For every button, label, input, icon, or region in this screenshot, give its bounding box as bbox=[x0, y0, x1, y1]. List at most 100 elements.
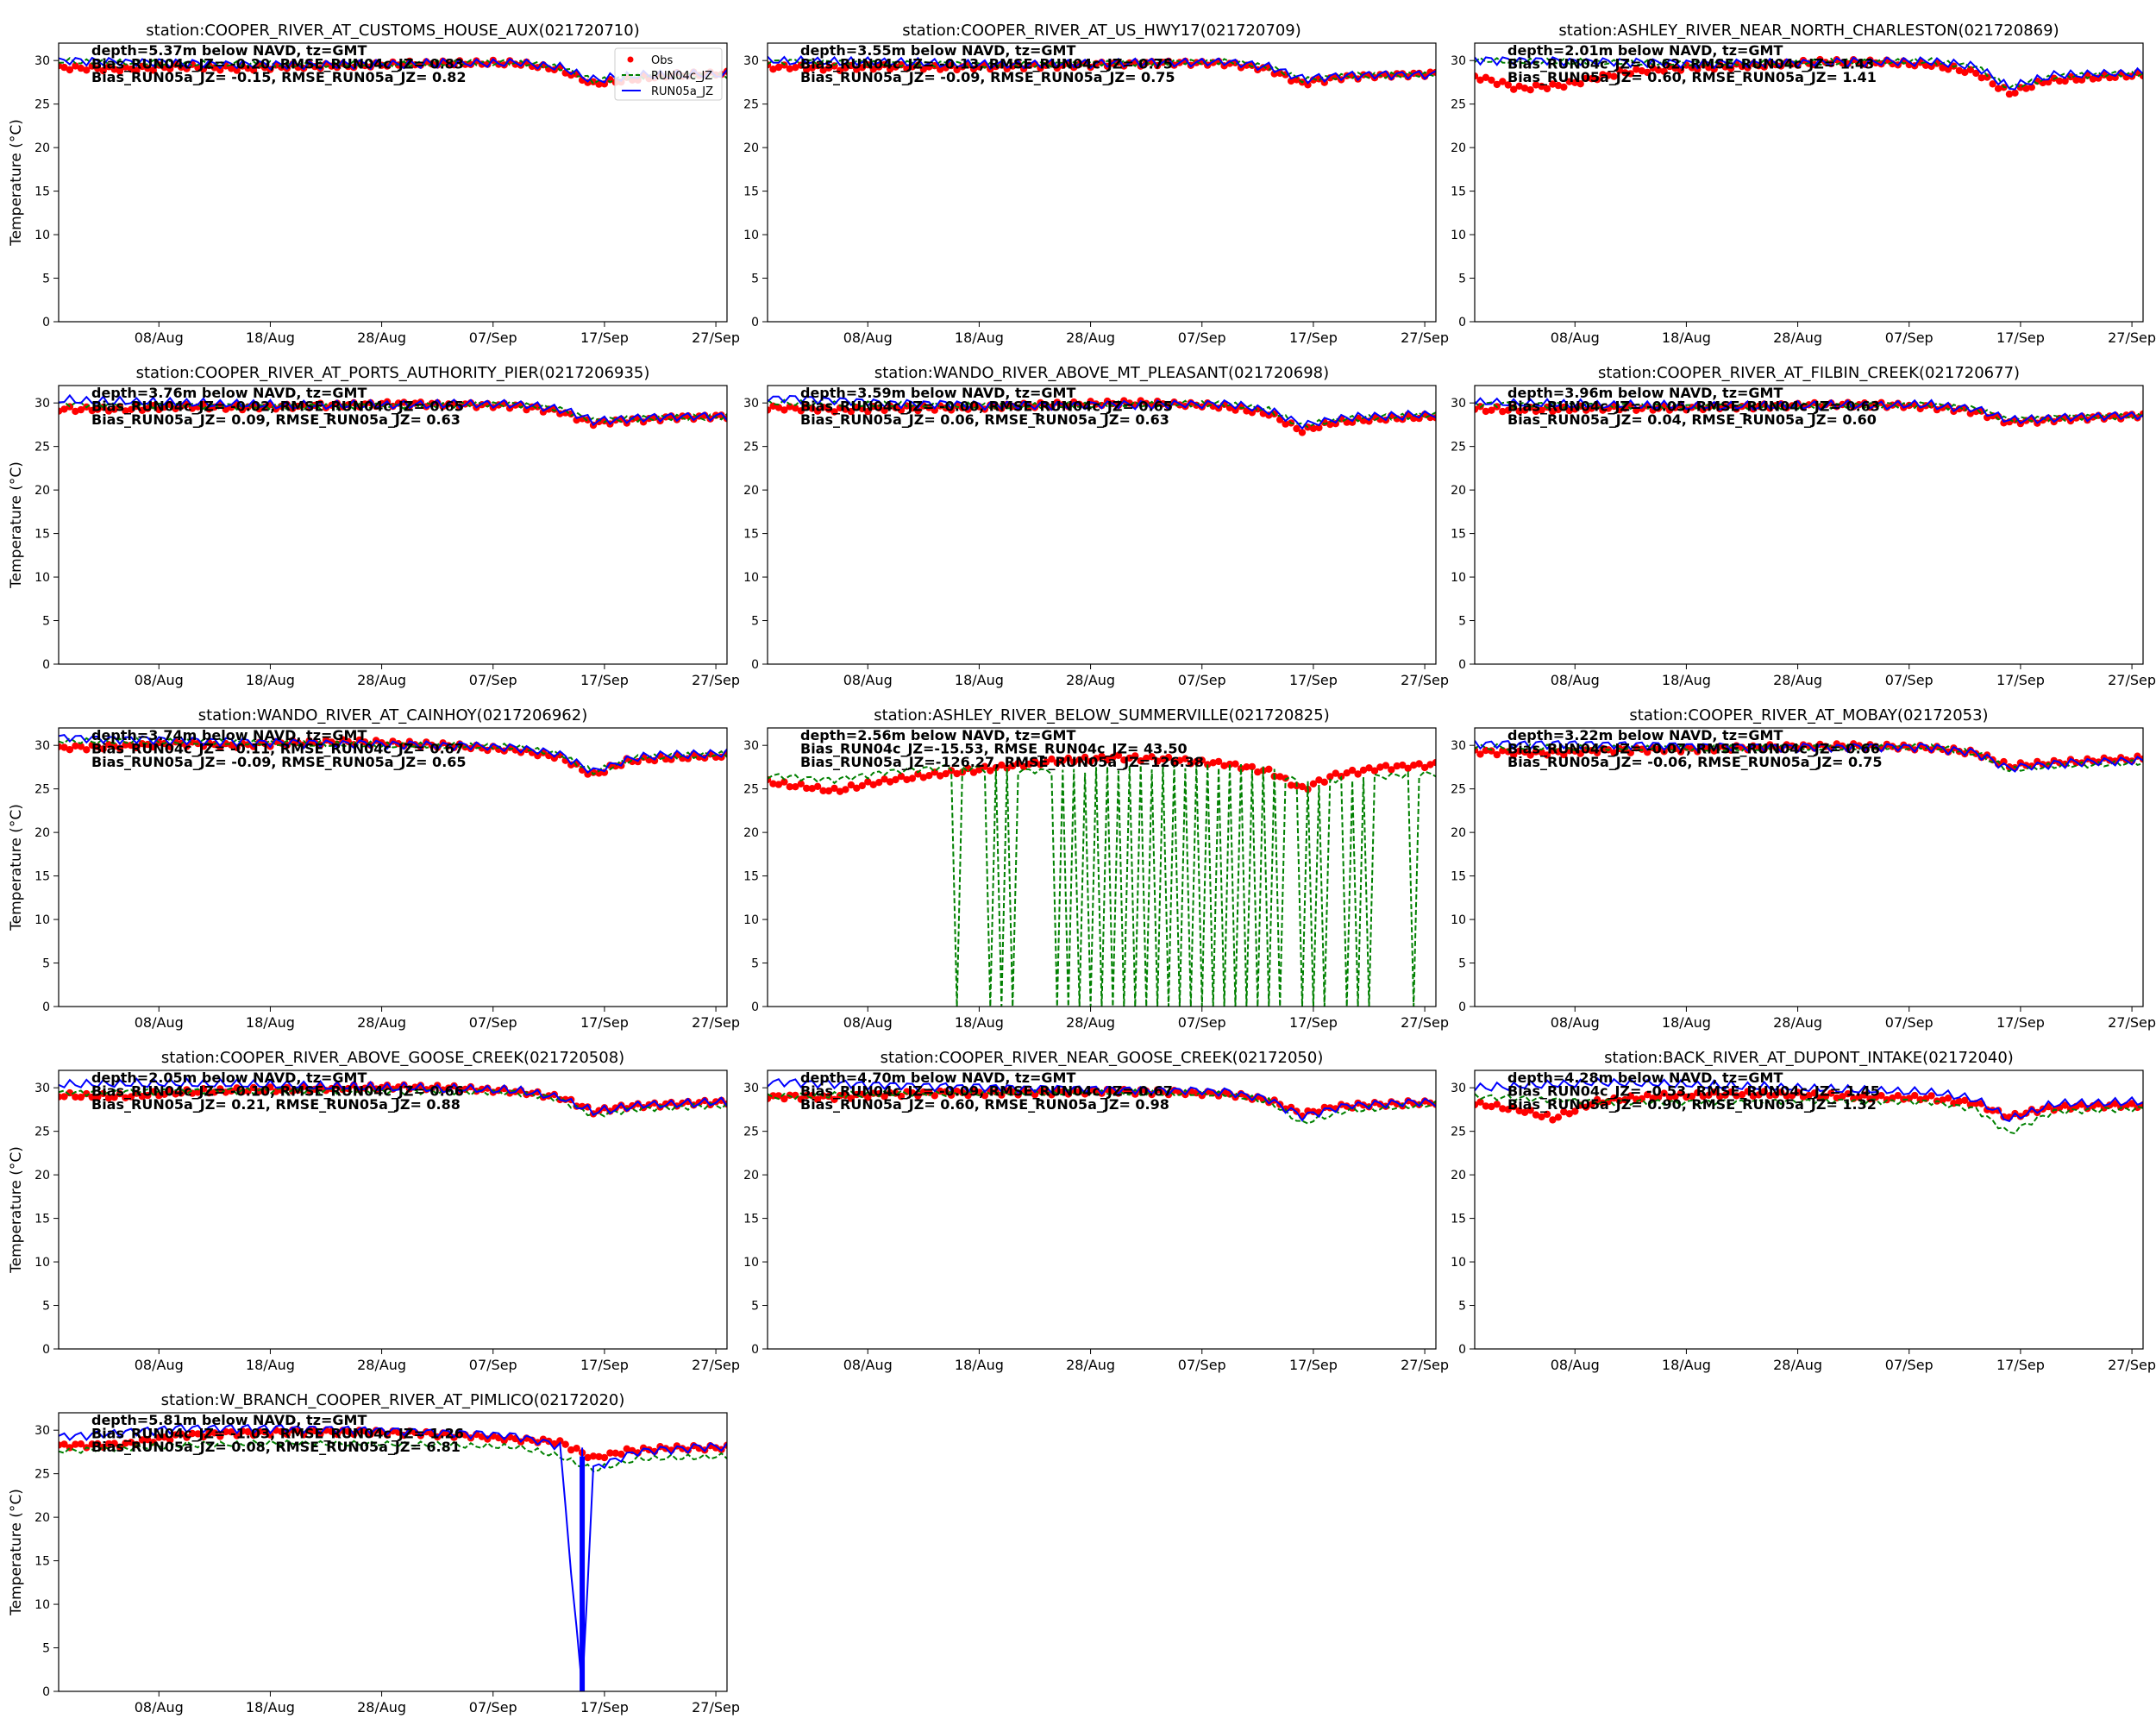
run04c-line bbox=[59, 737, 727, 776]
obs-point bbox=[534, 1439, 542, 1446]
y-tick-label: 25 bbox=[1451, 783, 1466, 797]
subplot-title: station:ASHLEY_RIVER_NEAR_NORTH_CHARLEST… bbox=[1558, 22, 2059, 40]
obs-point bbox=[72, 1440, 79, 1448]
obs-point bbox=[1961, 1096, 1969, 1105]
obs-point bbox=[1615, 66, 1624, 74]
obs-point bbox=[1972, 69, 1980, 78]
obs-point bbox=[116, 1089, 124, 1098]
obs-point bbox=[1799, 1093, 1808, 1101]
obs-point bbox=[160, 1433, 168, 1441]
obs-point bbox=[1615, 405, 1624, 414]
obs-point bbox=[864, 1094, 872, 1101]
y-tick-label: 10 bbox=[34, 229, 50, 242]
obs-point bbox=[1984, 73, 1991, 81]
obs-point bbox=[1059, 756, 1067, 765]
obs-point bbox=[1644, 1091, 1651, 1099]
obs-point bbox=[1376, 763, 1384, 771]
y-tick-label: 25 bbox=[34, 98, 50, 112]
obs-point bbox=[260, 1087, 269, 1095]
obs-point bbox=[1009, 1088, 1017, 1096]
obs-point bbox=[1037, 761, 1044, 768]
obs-point bbox=[72, 407, 79, 416]
stats-annotation: Bias_RUN04c_JZ= 0.62, RMSE_RUN04c_JZ= 1.… bbox=[1507, 56, 1874, 72]
obs-point bbox=[1588, 75, 1595, 83]
obs-point bbox=[1839, 1093, 1846, 1101]
obs-point bbox=[584, 770, 592, 778]
obs-point bbox=[881, 775, 888, 783]
obs-point bbox=[1844, 1090, 1852, 1098]
obs-point bbox=[2055, 77, 2064, 85]
obs-point bbox=[199, 1085, 208, 1093]
obs-point bbox=[853, 66, 861, 73]
obs-point bbox=[1583, 1103, 1590, 1111]
obs-point bbox=[528, 1436, 536, 1445]
obs-point bbox=[1777, 400, 1785, 408]
obs-point bbox=[903, 65, 911, 72]
obs-point bbox=[897, 61, 906, 69]
obs-point bbox=[116, 1443, 124, 1452]
x-tick-label: 07/Sep bbox=[469, 1357, 517, 1373]
obs-point bbox=[1087, 757, 1094, 765]
stats-annotation: Bias_RUN04c_JZ= -0.20, RMSE_RUN04c_JZ= 0… bbox=[91, 56, 464, 72]
obs-point bbox=[903, 775, 911, 784]
obs-point bbox=[1365, 764, 1373, 772]
stats-annotation: depth=5.81m below NAVD, tz=GMT bbox=[91, 1412, 367, 1428]
obs-point bbox=[1393, 762, 1401, 770]
x-tick-label: 17/Sep bbox=[580, 1357, 629, 1373]
obs-point bbox=[1175, 756, 1184, 764]
obs-point bbox=[1727, 1088, 1735, 1096]
obs-point bbox=[1794, 1088, 1802, 1096]
obs-point bbox=[1538, 1113, 1545, 1121]
obs-point bbox=[400, 1081, 408, 1089]
obs-point bbox=[1821, 1093, 1830, 1101]
obs-point bbox=[617, 1450, 625, 1458]
obs-point bbox=[2128, 1100, 2136, 1107]
obs-point bbox=[1755, 1091, 1763, 1099]
stats-annotation: Bias_RUN04c_JZ= -0.05, RMSE_RUN04c_JZ= 0… bbox=[1507, 398, 1880, 415]
obs-point bbox=[947, 406, 956, 414]
series-group bbox=[768, 751, 1436, 1007]
run04c-line bbox=[59, 1087, 727, 1118]
legend-label-run05a: RUN05a_JZ bbox=[651, 85, 713, 98]
obs-point bbox=[1493, 80, 1501, 89]
y-tick-label: 5 bbox=[751, 615, 759, 629]
x-tick-label: 07/Sep bbox=[1885, 1014, 1934, 1031]
obs-point bbox=[1766, 1092, 1774, 1100]
y-tick-label: 15 bbox=[743, 528, 759, 542]
obs-point bbox=[127, 1093, 135, 1101]
run04c-line bbox=[1475, 1093, 2143, 1135]
obs-point bbox=[1783, 1092, 1790, 1100]
obs-point bbox=[1705, 1091, 1713, 1100]
y-tick-label: 15 bbox=[1451, 1213, 1466, 1226]
obs-point bbox=[1554, 1113, 1563, 1121]
obs-point bbox=[914, 406, 922, 415]
obs-point bbox=[1198, 756, 1206, 764]
x-tick-label: 08/Aug bbox=[843, 672, 893, 688]
x-tick-label: 28/Aug bbox=[1066, 329, 1115, 346]
obs-point bbox=[77, 405, 85, 414]
stats-annotation: depth=3.76m below NAVD, tz=GMT bbox=[91, 385, 367, 401]
obs-point bbox=[116, 744, 124, 752]
subplot-panel: station:COOPER_RIVER_AT_PORTS_AUTHORITY_… bbox=[8, 364, 740, 688]
series-group bbox=[768, 394, 1436, 436]
y-axis-label: Temperature (°C) bbox=[8, 1146, 25, 1274]
obs-point bbox=[122, 63, 129, 71]
obs-point bbox=[1660, 67, 1668, 76]
y-tick-label: 0 bbox=[42, 316, 50, 329]
obs-point bbox=[110, 742, 118, 750]
obs-point bbox=[199, 65, 208, 73]
obs-point bbox=[1649, 1095, 1657, 1102]
x-tick-label: 08/Aug bbox=[843, 1357, 893, 1373]
x-tick-label: 08/Aug bbox=[843, 329, 893, 346]
y-tick-label: 0 bbox=[1458, 1343, 1466, 1357]
obs-point bbox=[1538, 406, 1545, 414]
obs-point bbox=[1939, 64, 1946, 72]
obs-point bbox=[589, 1452, 598, 1460]
y-tick-label: 25 bbox=[34, 783, 50, 797]
y-tick-label: 0 bbox=[751, 1000, 759, 1014]
y-tick-label: 5 bbox=[1458, 273, 1466, 286]
y-tick-label: 10 bbox=[743, 229, 759, 242]
obs-point bbox=[650, 1099, 659, 1107]
run05a-line bbox=[1475, 56, 2143, 91]
obs-point bbox=[1520, 1108, 1529, 1117]
